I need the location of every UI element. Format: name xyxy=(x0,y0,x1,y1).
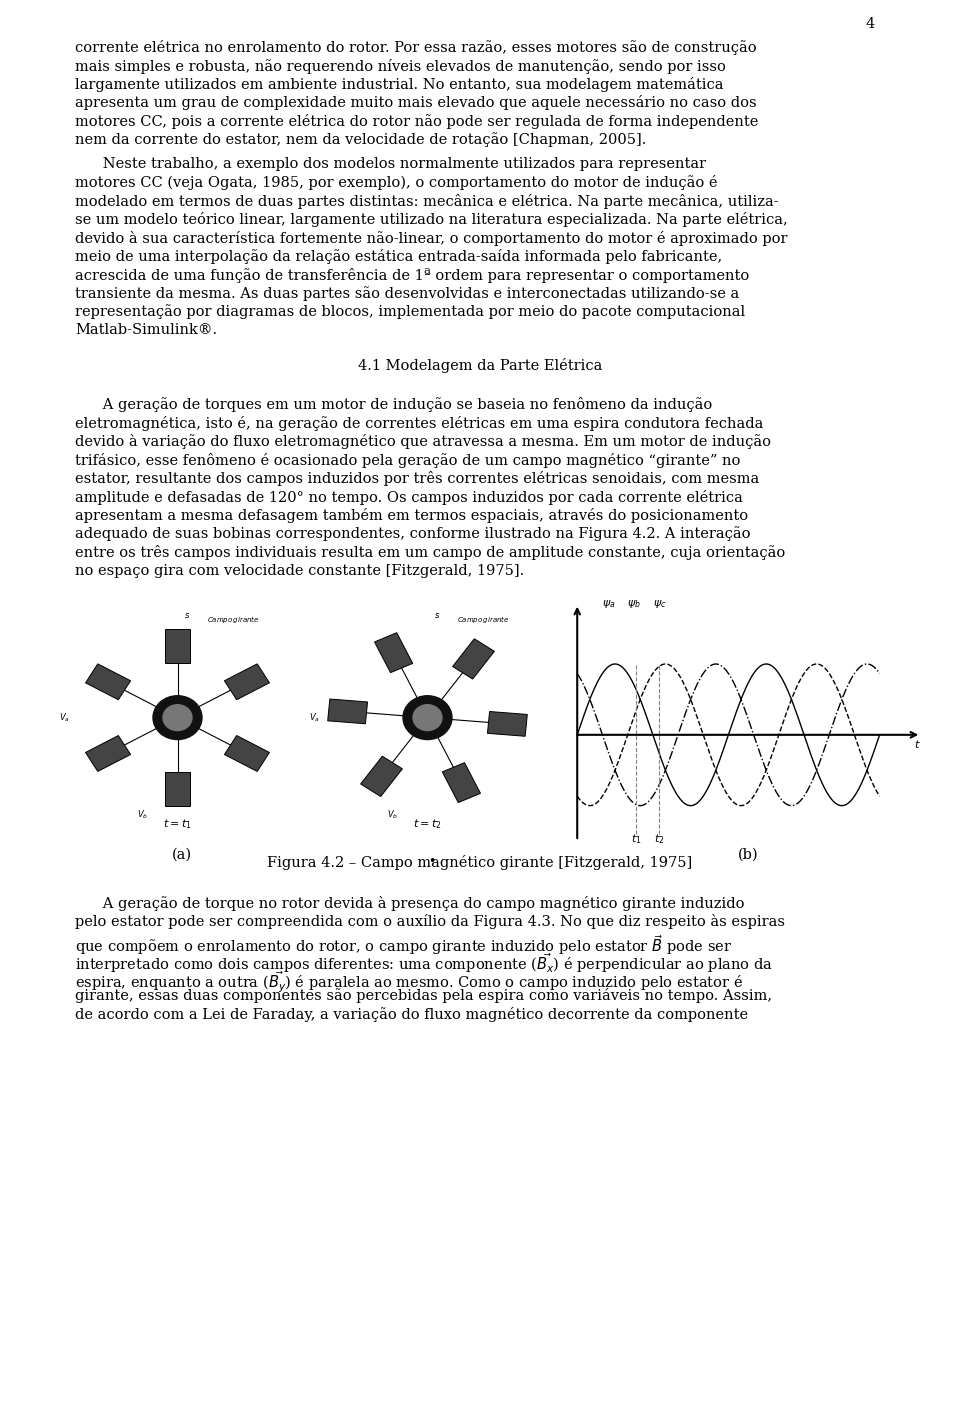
Text: $s$: $s$ xyxy=(184,611,190,620)
Text: $t_2$: $t_2$ xyxy=(654,833,664,846)
Text: apresentam a mesma defasagem também em termos espaciais, através do posicionamen: apresentam a mesma defasagem também em t… xyxy=(75,508,748,522)
Text: $t = t_1$: $t = t_1$ xyxy=(163,818,192,832)
Text: 4.1 Modelagem da Parte Elétrica: 4.1 Modelagem da Parte Elétrica xyxy=(358,359,602,373)
Polygon shape xyxy=(488,712,527,736)
Text: representação por diagramas de blocos, implementada por meio do pacote computaci: representação por diagramas de blocos, i… xyxy=(75,305,745,319)
Text: $Campo\,girante$: $Campo\,girante$ xyxy=(207,614,259,626)
Text: mais simples e robusta, não requerendo níveis elevados de manutenção, sendo por : mais simples e robusta, não requerendo n… xyxy=(75,58,726,73)
Text: interpretado como dois campos diferentes: uma componente ($\vec{B_x}$) é perpend: interpretado como dois campos diferentes… xyxy=(75,952,773,976)
Text: Figura 4.2 – Campo magnético girante [Fitzgerald, 1975]: Figura 4.2 – Campo magnético girante [Fi… xyxy=(268,856,692,870)
Polygon shape xyxy=(165,628,190,662)
Text: amplitude e defasadas de 120° no tempo. Os campos induzidos por cada corrente el: amplitude e defasadas de 120° no tempo. … xyxy=(75,490,743,504)
Text: trifásico, esse fenômeno é ocasionado pela geração de um campo magnético “girant: trifásico, esse fenômeno é ocasionado pe… xyxy=(75,453,740,467)
Text: eletromagnética, isto é, na geração de correntes elétricas em uma espira conduto: eletromagnética, isto é, na geração de c… xyxy=(75,415,763,431)
Text: acrescida de uma função de transferência de 1ª ordem para representar o comporta: acrescida de uma função de transferência… xyxy=(75,267,749,282)
Text: $V_b$: $V_b$ xyxy=(137,808,149,820)
Text: apresenta um grau de complexidade muito mais elevado que aquele necessário no ca: apresenta um grau de complexidade muito … xyxy=(75,96,756,110)
Text: (b): (b) xyxy=(737,849,758,863)
Polygon shape xyxy=(225,736,270,771)
Text: $V_a$: $V_a$ xyxy=(60,712,70,724)
Text: espira, enquanto a outra ($\vec{B_y}$) é paralela ao mesmo. Como o campo induzid: espira, enquanto a outra ($\vec{B_y}$) é… xyxy=(75,970,743,995)
Polygon shape xyxy=(374,633,413,672)
Polygon shape xyxy=(361,757,402,796)
Polygon shape xyxy=(452,638,494,679)
Text: de acordo com a Lei de Faraday, a variação do fluxo magnético decorrente da comp: de acordo com a Lei de Faraday, a variaç… xyxy=(75,1007,748,1022)
Text: Neste trabalho, a exemplo dos modelos normalmente utilizados para representar: Neste trabalho, a exemplo dos modelos no… xyxy=(75,157,707,171)
Text: entre os três campos individuais resulta em um campo de amplitude constante, cuj: entre os três campos individuais resulta… xyxy=(75,545,785,561)
Text: motores CC, pois a corrente elétrica do rotor não pode ser regulada de forma ind: motores CC, pois a corrente elétrica do … xyxy=(75,114,758,128)
Polygon shape xyxy=(85,664,131,700)
Polygon shape xyxy=(225,664,270,700)
Text: pelo estator pode ser compreendida com o auxílio da Figura 4.3. No que diz respe: pelo estator pode ser compreendida com o… xyxy=(75,915,785,929)
Text: ·: · xyxy=(427,849,437,877)
Polygon shape xyxy=(327,699,368,724)
Text: A geração de torques em um motor de indução se baseia no fenômeno da indução: A geração de torques em um motor de indu… xyxy=(75,397,712,412)
Circle shape xyxy=(403,696,452,740)
Text: nem da corrente do estator, nem da velocidade de rotação [Chapman, 2005].: nem da corrente do estator, nem da veloc… xyxy=(75,133,646,147)
Text: $t$: $t$ xyxy=(914,737,921,750)
Text: $s$: $s$ xyxy=(434,611,441,620)
Circle shape xyxy=(153,696,202,740)
Text: modelado em termos de duas partes distintas: mecânica e elétrica. Na parte mecân: modelado em termos de duas partes distin… xyxy=(75,193,779,209)
Text: devido à sua característica fortemente não-linear, o comportamento do motor é ap: devido à sua característica fortemente n… xyxy=(75,230,787,246)
Text: A geração de torque no rotor devida à presença do campo magnético girante induzi: A geração de torque no rotor devida à pr… xyxy=(75,895,745,911)
Text: se um modelo teórico linear, largamente utilizado na literatura especializada. N: se um modelo teórico linear, largamente … xyxy=(75,212,788,227)
Text: devido à variação do fluxo eletromagnético que atravessa a mesma. Em um motor de: devido à variação do fluxo eletromagnéti… xyxy=(75,433,771,449)
Text: largamente utilizados em ambiente industrial. No entanto, sua modelagem matemáti: largamente utilizados em ambiente indust… xyxy=(75,78,724,92)
Polygon shape xyxy=(165,772,190,806)
Text: girante, essas duas componentes são percebidas pela espira como variáveis no tem: girante, essas duas componentes são perc… xyxy=(75,988,772,1004)
Text: meio de uma interpolação da relação estática entrada-saída informada pelo fabric: meio de uma interpolação da relação está… xyxy=(75,249,722,264)
Text: corrente elétrica no enrolamento do rotor. Por essa razão, esses motores são de : corrente elétrica no enrolamento do roto… xyxy=(75,40,756,55)
Text: que compõem o enrolamento do rotor, o campo girante induzido pelo estator $\vec{: que compõem o enrolamento do rotor, o ca… xyxy=(75,933,732,957)
Text: adequado de suas bobinas correspondentes, conforme ilustrado na Figura 4.2. A in: adequado de suas bobinas correspondentes… xyxy=(75,527,751,541)
Text: $\psi_a$: $\psi_a$ xyxy=(602,597,615,610)
Circle shape xyxy=(413,705,442,730)
Text: (a): (a) xyxy=(172,849,192,863)
Text: $Campo\,girante$: $Campo\,girante$ xyxy=(457,614,510,626)
Text: motores CC (veja Ogata, 1985, por exemplo), o comportamento do motor de indução : motores CC (veja Ogata, 1985, por exempl… xyxy=(75,175,717,191)
Text: $V_a$: $V_a$ xyxy=(309,712,321,724)
Text: Matlab-Simulink®.: Matlab-Simulink®. xyxy=(75,323,217,337)
Polygon shape xyxy=(443,762,481,802)
Text: $t_1$: $t_1$ xyxy=(631,833,641,846)
Text: $\psi_c$: $\psi_c$ xyxy=(653,597,666,610)
Text: no espaço gira com velocidade constante [Fitzgerald, 1975].: no espaço gira com velocidade constante … xyxy=(75,563,524,578)
Text: $\psi_b$: $\psi_b$ xyxy=(627,597,641,610)
Text: transiente da mesma. As duas partes são desenvolvidas e interconectadas utilizan: transiente da mesma. As duas partes são … xyxy=(75,287,739,301)
Polygon shape xyxy=(85,736,131,771)
Circle shape xyxy=(163,705,192,730)
Text: estator, resultante dos campos induzidos por três correntes elétricas senoidais,: estator, resultante dos campos induzidos… xyxy=(75,472,759,486)
Text: 4: 4 xyxy=(865,17,875,31)
Text: $V_b$: $V_b$ xyxy=(388,808,398,820)
Text: $t = t_2$: $t = t_2$ xyxy=(413,818,442,832)
